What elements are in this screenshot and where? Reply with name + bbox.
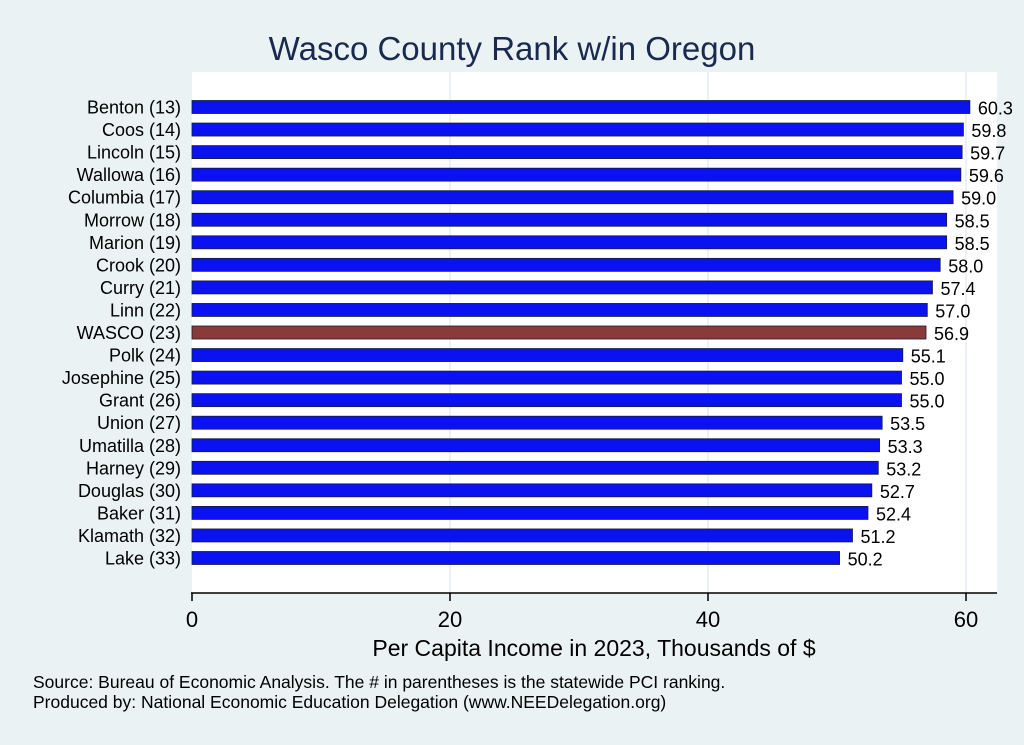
category-label: Linn (22) <box>110 300 181 320</box>
bar <box>191 212 948 227</box>
value-label: 58.0 <box>948 256 983 276</box>
bar <box>191 528 853 543</box>
value-label: 53.2 <box>886 459 921 479</box>
value-label: 57.0 <box>935 301 970 321</box>
bar <box>191 167 962 182</box>
value-label: 51.2 <box>860 527 895 547</box>
x-tick-label: 0 <box>186 607 198 632</box>
bar <box>191 551 840 565</box>
bar <box>191 280 933 295</box>
x-axis-label: Per Capita Income in 2023, Thousands of … <box>372 635 815 661</box>
category-label: Benton (13) <box>87 98 181 118</box>
bar <box>191 483 873 498</box>
category-label: Curry (21) <box>100 278 181 298</box>
bar <box>191 348 904 362</box>
value-label: 50.2 <box>848 550 883 570</box>
bar <box>191 145 963 160</box>
bar <box>191 303 928 317</box>
bar <box>191 460 879 475</box>
x-tick-label: 20 <box>438 607 462 632</box>
chart-title: Wasco County Rank w/in Oregon <box>269 30 756 67</box>
category-label: Klamath (32) <box>78 526 181 546</box>
value-label: 60.3 <box>978 99 1013 119</box>
bar <box>191 235 948 250</box>
bar <box>191 505 869 520</box>
bar <box>191 257 941 272</box>
x-tick-label: 40 <box>696 607 720 632</box>
produced-note: Produced by: National Economic Education… <box>33 692 666 712</box>
value-label: 55.0 <box>910 369 945 389</box>
value-label: 56.9 <box>934 324 969 344</box>
value-label: 59.8 <box>971 121 1006 141</box>
x-axis-ticks: 0 20 40 60 <box>186 593 978 632</box>
category-label: Harney (29) <box>86 458 181 478</box>
category-label: Union (27) <box>97 413 181 433</box>
value-label: 53.5 <box>890 414 925 434</box>
category-label: Morrow (18) <box>84 210 181 230</box>
bars-group <box>191 100 971 565</box>
value-label: 59.7 <box>970 144 1005 164</box>
category-label: WASCO (23) <box>77 323 181 343</box>
value-label: 53.3 <box>888 437 923 457</box>
bar-highlight <box>191 325 927 340</box>
category-label: Grant (26) <box>99 391 181 411</box>
category-label: Umatilla (28) <box>79 436 181 456</box>
category-label: Lincoln (15) <box>87 143 181 163</box>
bar <box>191 438 880 453</box>
value-label: 55.1 <box>911 347 946 367</box>
bar <box>191 190 954 205</box>
value-label: 57.4 <box>940 279 975 299</box>
category-label: Baker (31) <box>97 503 181 523</box>
value-label: 52.4 <box>876 504 911 524</box>
category-label: Douglas (30) <box>78 481 181 501</box>
value-label: 58.5 <box>955 234 990 254</box>
value-label: 55.0 <box>910 392 945 412</box>
value-label: 52.7 <box>880 482 915 502</box>
value-label: 59.6 <box>969 166 1004 186</box>
category-label: Marion (19) <box>89 233 181 253</box>
category-label: Coos (14) <box>102 120 181 140</box>
category-label: Wallowa (16) <box>77 165 181 185</box>
category-label: Polk (24) <box>109 346 181 366</box>
bar <box>191 100 971 114</box>
value-label: 58.5 <box>955 211 990 231</box>
value-labels: 60.359.859.759.659.058.558.558.057.457.0… <box>848 99 1013 570</box>
bar <box>191 122 964 137</box>
bar <box>191 393 902 408</box>
bar <box>191 415 883 430</box>
category-label: Josephine (25) <box>62 368 181 388</box>
category-label: Lake (33) <box>105 549 181 569</box>
category-labels: Benton (13)Coos (14) Lincoln (15)Wallowa … <box>62 98 181 569</box>
category-label: Crook (20) <box>96 255 181 275</box>
value-label: 59.0 <box>961 189 996 209</box>
x-tick-label: 60 <box>954 607 978 632</box>
source-note: Source: Bureau of Economic Analysis. The… <box>33 672 725 692</box>
category-label: Columbia (17) <box>68 188 181 208</box>
bar <box>191 370 902 385</box>
